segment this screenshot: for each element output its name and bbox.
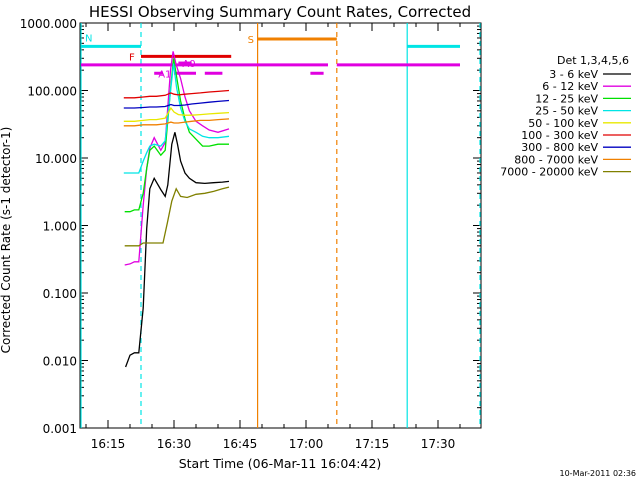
legend-label: 50 - 100 keV — [528, 117, 598, 130]
legend-label: 25 - 50 keV — [535, 105, 598, 118]
x-axis-label: Start Time (06-Mar-11 16:04:42) — [179, 456, 382, 471]
y-axis-label: Corrected Count Rate (s-1 detector-1) — [0, 127, 13, 354]
legend-title: Det 1,3,4,5,6 — [557, 54, 629, 67]
series-line — [123, 89, 230, 99]
legend-label: 6 - 12 keV — [542, 80, 598, 93]
flag-label: A0 — [182, 59, 195, 70]
series-line — [124, 51, 230, 266]
x-tick-label: 16:30 — [157, 437, 192, 451]
series-line — [123, 99, 230, 109]
series-line — [123, 106, 230, 122]
legend-label: 3 - 6 keV — [549, 68, 598, 81]
legend-label: 100 - 300 keV — [521, 129, 598, 142]
flag-label: S — [248, 35, 254, 46]
series-line — [123, 63, 230, 174]
x-tick-label: 16:15 — [91, 437, 126, 451]
plot-frame — [79, 22, 482, 429]
y-tick-label: 0.100 — [43, 287, 77, 301]
legend-label: 300 - 800 keV — [521, 141, 598, 154]
footer-timestamp: 10-Mar-2011 02:36 — [560, 469, 637, 478]
flag-label: F — [129, 52, 135, 63]
x-tick-label: 17:15 — [355, 437, 390, 451]
y-tick-label: 0.010 — [43, 355, 77, 369]
legend-label: 800 - 7000 keV — [514, 153, 598, 166]
flag-label: A1 — [158, 69, 171, 80]
x-tick-label: 17:00 — [289, 437, 324, 451]
chart-title: HESSI Observing Summary Count Rates, Cor… — [89, 3, 471, 21]
y-tick-label: 10.000 — [35, 152, 77, 166]
y-tick-label: 1000.000 — [20, 17, 77, 31]
x-tick-label: 17:30 — [421, 437, 456, 451]
legend-label: 7000 - 20000 keV — [500, 166, 598, 179]
series-line — [123, 118, 230, 127]
y-tick-label: 1.000 — [43, 220, 77, 234]
legend-label: 12 - 25 keV — [535, 92, 598, 105]
x-tick-label: 16:45 — [223, 437, 258, 451]
y-tick-label: 0.001 — [43, 422, 77, 436]
y-tick-label: 100.000 — [27, 85, 77, 99]
flag-label: N — [85, 33, 92, 44]
series-line — [124, 132, 230, 368]
series-line — [124, 186, 230, 247]
